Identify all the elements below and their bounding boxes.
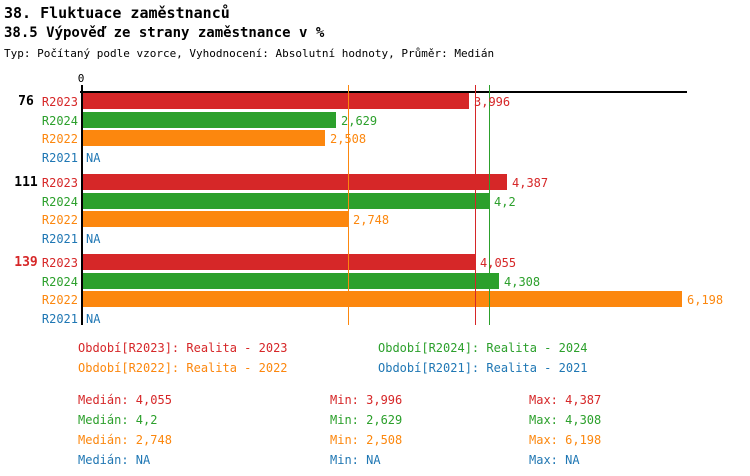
series-row-label: R2023 — [41, 95, 78, 109]
stat-cell: Max: 4,308 — [529, 413, 602, 427]
bar — [83, 112, 336, 128]
na-value-label: NA — [86, 151, 101, 165]
series-row-label: R2024 — [41, 275, 78, 289]
group-label: 139 — [14, 255, 38, 270]
na-value-label: NA — [86, 312, 101, 326]
median-line-r2022 — [348, 85, 349, 325]
stat-cell: Min: 2,629 — [330, 413, 403, 427]
bar-value-label: 4,2 — [494, 195, 516, 209]
bar-chart: 76 R2023 3,996 R2024 2,629 R2022 2,508 R2021 NA 1… — [14, 85, 724, 326]
axis-origin-tick-label: 0 — [77, 72, 85, 85]
group-label: 76 — [18, 94, 34, 109]
legend-entry: Období[R2024]: Realita - 2024 — [378, 341, 588, 355]
bar-value-label: 4,308 — [504, 275, 541, 289]
stat-cell: Medián: NA — [78, 453, 151, 467]
bar — [83, 254, 475, 270]
bar — [83, 93, 469, 109]
stat-cell: Min: NA — [330, 453, 381, 467]
group-label: 111 — [14, 175, 38, 190]
bar — [83, 174, 507, 190]
series-row-label: R2021 — [41, 232, 78, 246]
bar — [83, 130, 325, 146]
bar-value-label: 2,748 — [353, 213, 390, 227]
series-row-label: R2022 — [41, 213, 78, 227]
stat-cell: Min: 2,508 — [330, 433, 403, 447]
stat-cell: Max: NA — [529, 453, 580, 467]
legend-entry: Období[R2021]: Realita - 2021 — [378, 361, 588, 375]
bar-value-label: 2,508 — [330, 132, 367, 146]
median-line-r2024 — [489, 85, 490, 325]
series-row-label: R2024 — [41, 114, 78, 128]
chart-legend: Období[R2023]: Realita - 2023 Období[R202… — [0, 330, 750, 385]
median-line-r2023 — [475, 85, 476, 325]
bar — [83, 291, 682, 307]
stat-cell: Max: 4,387 — [529, 393, 602, 407]
na-value-label: NA — [86, 232, 101, 246]
bar — [83, 211, 348, 227]
legend-entry: Období[R2022]: Realita - 2022 — [78, 361, 288, 375]
page-title: 38. Fluktuace zaměstnanců — [4, 4, 230, 22]
page-subtitle: 38.5 Výpověď ze strany zaměstnance v % — [4, 25, 325, 41]
stats-table: Medián: 4,055 Min: 3,996 Max: 4,387 Medián:… — [0, 385, 750, 475]
series-row-label: R2022 — [41, 293, 78, 307]
y-axis-line — [81, 85, 83, 325]
legend-entry: Období[R2023]: Realita - 2023 — [78, 341, 288, 355]
x-axis-line — [80, 91, 687, 93]
bar — [83, 273, 499, 289]
bar-value-label: 4,055 — [480, 256, 517, 270]
stat-cell: Max: 6,198 — [529, 433, 602, 447]
series-row-label: R2023 — [41, 176, 78, 190]
bar-value-label: 3,996 — [474, 95, 511, 109]
series-row-label: R2021 — [41, 151, 78, 165]
bar — [83, 193, 489, 209]
bar-value-label: 2,629 — [341, 114, 378, 128]
stat-cell: Medián: 2,748 — [78, 433, 172, 447]
stat-cell: Min: 3,996 — [330, 393, 403, 407]
stat-cell: Medián: 4,055 — [78, 393, 172, 407]
bar-value-label: 6,198 — [687, 293, 724, 307]
chart-meta-info: Typ: Počítaný podle vzorce, Vyhodnocení:… — [4, 47, 495, 60]
series-row-label: R2023 — [41, 256, 78, 270]
series-row-label: R2024 — [41, 195, 78, 209]
series-row-label: R2021 — [41, 312, 78, 326]
stat-cell: Medián: 4,2 — [78, 413, 158, 427]
series-row-label: R2022 — [41, 132, 78, 146]
bar-value-label: 4,387 — [512, 176, 549, 190]
